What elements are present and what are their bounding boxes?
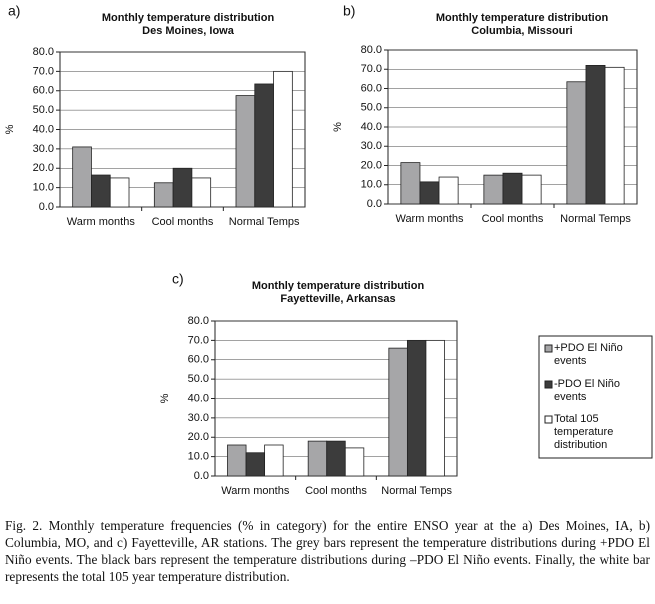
x-tick-label: Normal Temps	[560, 213, 631, 225]
y-tick-label: 60.0	[188, 354, 209, 366]
bar	[604, 66, 625, 205]
legend-swatch	[544, 344, 553, 353]
bar	[307, 440, 328, 477]
legend-entry: +PDO El Niño events	[554, 342, 623, 367]
bar	[91, 174, 111, 208]
y-tick-label: 60.0	[33, 85, 54, 97]
chart-subtitle: Fayetteville, Arkansas	[280, 293, 395, 305]
y-tick-label: 80.0	[361, 44, 382, 56]
bar	[438, 176, 459, 205]
y-tick-label: 0.0	[39, 201, 54, 213]
caption: Fig. 2. Monthly temperature frequencies …	[5, 518, 650, 584]
x-tick-label: Cool months	[151, 216, 214, 228]
y-tick-label: 40.0	[33, 123, 54, 135]
legend-swatch	[544, 415, 553, 424]
legend-box	[538, 335, 653, 459]
bar	[254, 83, 274, 208]
bar	[566, 81, 587, 205]
y-tick-label: 70.0	[361, 63, 382, 75]
bar	[585, 65, 606, 205]
bar	[425, 339, 445, 477]
bar	[245, 452, 266, 477]
y-axis-label: %	[4, 124, 16, 134]
bar	[235, 95, 256, 208]
y-tick-label: 80.0	[188, 315, 209, 327]
bar	[109, 177, 130, 208]
bar	[227, 444, 247, 477]
x-tick-label: Warm months	[66, 216, 135, 228]
bar	[264, 444, 284, 477]
y-tick-label: 30.0	[361, 140, 382, 152]
bar	[483, 174, 504, 205]
chart-subtitle: Des Moines, Iowa	[142, 25, 235, 37]
y-tick-label: 10.0	[33, 182, 54, 194]
chart-subtitle: Columbia, Missouri	[471, 25, 572, 37]
y-tick-label: 50.0	[361, 102, 382, 114]
bar	[153, 182, 174, 208]
y-tick-label: 80.0	[33, 46, 54, 58]
bar	[419, 181, 440, 205]
y-tick-label: 0.0	[194, 470, 209, 482]
y-tick-label: 20.0	[361, 159, 382, 171]
x-tick-label: Warm months	[395, 213, 464, 225]
bar	[326, 440, 346, 477]
bar	[521, 174, 542, 205]
x-tick-label: Cool months	[305, 485, 367, 497]
bar	[406, 339, 427, 477]
y-axis-label: %	[159, 393, 171, 403]
bar	[388, 347, 408, 477]
y-tick-label: 70.0	[33, 65, 54, 77]
panel-label: a)	[8, 3, 20, 19]
panel-label: c)	[172, 271, 184, 287]
bar	[172, 167, 193, 208]
y-tick-label: 50.0	[33, 104, 54, 116]
y-tick-label: 30.0	[33, 143, 54, 155]
y-tick-label: 40.0	[188, 392, 209, 404]
bar	[191, 177, 212, 208]
y-tick-label: 10.0	[188, 451, 209, 463]
y-tick-label: 40.0	[361, 121, 382, 133]
x-tick-label: Normal Temps	[381, 485, 453, 497]
chart-title: Monthly temperature distribution	[436, 12, 609, 24]
y-tick-label: 20.0	[188, 431, 209, 443]
y-tick-label: 70.0	[188, 334, 209, 346]
panel-label: b)	[343, 3, 355, 19]
y-tick-label: 10.0	[361, 179, 382, 191]
x-tick-label: Cool months	[481, 213, 544, 225]
y-axis-label: %	[332, 122, 344, 132]
bar	[502, 172, 523, 205]
y-tick-label: 50.0	[188, 373, 209, 385]
y-tick-label: 20.0	[33, 162, 54, 174]
legend-swatch	[544, 380, 553, 389]
legend-entry: Total 105 temperature distribution	[554, 413, 614, 451]
bar	[72, 146, 92, 208]
chart-title: Monthly temperature distribution	[102, 12, 275, 24]
chart-title: Monthly temperature distribution	[252, 280, 425, 292]
y-tick-label: 30.0	[188, 412, 209, 424]
y-tick-label: 0.0	[367, 198, 382, 210]
bar	[400, 162, 421, 205]
x-tick-label: Normal Temps	[228, 216, 300, 228]
x-tick-label: Warm months	[221, 485, 290, 497]
bar	[344, 447, 365, 477]
bar	[273, 70, 293, 208]
y-tick-label: 60.0	[361, 82, 382, 94]
legend-entry: -PDO El Niño events	[554, 378, 621, 403]
